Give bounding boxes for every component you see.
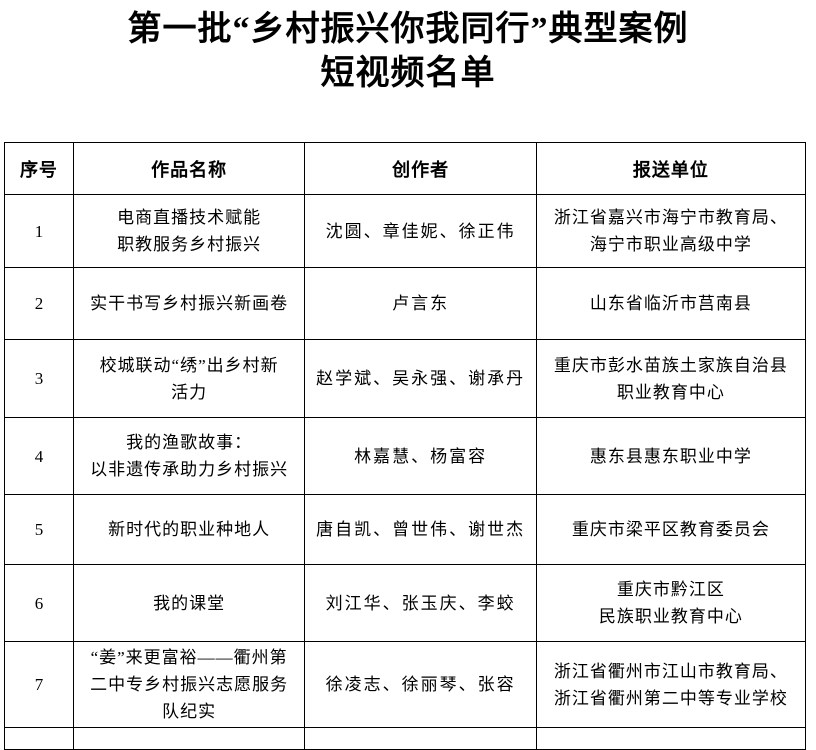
document-title-line-1: 第一批“乡村振兴你我同行”典型案例 xyxy=(127,11,689,48)
table-row: 5 新时代的职业种地人 唐自凯、曾世伟、谢世杰 重庆市梁平区教育委员会 xyxy=(4,494,807,565)
cell-work-title: 新时代的职业种地人 xyxy=(72,494,306,565)
column-header-submitting-org: 报送单位 xyxy=(535,142,807,195)
cell-creators xyxy=(304,727,537,750)
cell-submitting-org: 惠东县惠东职业中学 xyxy=(535,417,807,495)
table-row-partial xyxy=(4,727,807,750)
document-title-line-2: 短视频名单 xyxy=(320,55,496,92)
document-title: 第一批“乡村振兴你我同行”典型案例 短视频名单 xyxy=(0,0,816,96)
cell-index: 2 xyxy=(4,267,74,340)
table-row: 6 我的课堂 刘江华、张玉庆、李蛟 重庆市黔江区 民族职业教育中心 xyxy=(4,564,807,642)
cell-index: 4 xyxy=(4,417,74,495)
cell-index: 3 xyxy=(4,339,74,418)
cell-creators: 唐自凯、曾世伟、谢世杰 xyxy=(304,494,537,565)
cell-creators: 赵学斌、吴永强、谢承丹 xyxy=(304,339,537,418)
table-row: 3 校城联动“绣”出乡村新 活力 赵学斌、吴永强、谢承丹 重庆市彭水苗族土家族自… xyxy=(4,339,807,418)
cell-index: 5 xyxy=(4,494,74,565)
cell-index xyxy=(4,727,74,750)
cell-creators: 徐凌志、徐丽琴、张容 xyxy=(304,641,537,728)
cell-submitting-org: 重庆市黔江区 民族职业教育中心 xyxy=(535,564,807,642)
table-row: 1 电商直播技术赋能 职教服务乡村振兴 沈圆、章佳妮、徐正伟 浙江省嘉兴市海宁市… xyxy=(4,194,807,268)
column-header-creators: 创作者 xyxy=(304,142,537,195)
cell-work-title: “姜”来更富裕——衢州第 二中专乡村振兴志愿服务 队纪实 xyxy=(72,641,306,728)
cell-work-title: 实干书写乡村振兴新画卷 xyxy=(72,267,306,340)
cell-creators: 卢言东 xyxy=(304,267,537,340)
cell-work-title: 校城联动“绣”出乡村新 活力 xyxy=(72,339,306,418)
cell-work-title: 我的渔歌故事： 以非遗传承助力乡村振兴 xyxy=(72,417,306,495)
cell-submitting-org: 山东省临沂市莒南县 xyxy=(535,267,807,340)
table-row: 7 “姜”来更富裕——衢州第 二中专乡村振兴志愿服务 队纪实 徐凌志、徐丽琴、张… xyxy=(4,641,807,728)
cell-index: 6 xyxy=(4,564,74,642)
table-header-row: 序号 作品名称 创作者 报送单位 xyxy=(4,142,807,195)
cell-creators: 林嘉慧、杨富容 xyxy=(304,417,537,495)
video-list-table: 序号 作品名称 创作者 报送单位 1 电商直播技术赋能 职教服务乡村振兴 沈圆、… xyxy=(4,142,807,750)
column-header-index: 序号 xyxy=(4,142,74,195)
cell-creators: 刘江华、张玉庆、李蛟 xyxy=(304,564,537,642)
cell-work-title: 我的课堂 xyxy=(72,564,306,642)
cell-submitting-org: 浙江省嘉兴市海宁市教育局、 海宁市职业高级中学 xyxy=(535,194,807,268)
table-row: 2 实干书写乡村振兴新画卷 卢言东 山东省临沂市莒南县 xyxy=(4,267,807,340)
cell-creators: 沈圆、章佳妮、徐正伟 xyxy=(304,194,537,268)
table-row: 4 我的渔歌故事： 以非遗传承助力乡村振兴 林嘉慧、杨富容 惠东县惠东职业中学 xyxy=(4,417,807,495)
cell-submitting-org: 浙江省衢州市江山市教育局、 浙江省衢州第二中等专业学校 xyxy=(535,641,807,728)
cell-submitting-org: 重庆市梁平区教育委员会 xyxy=(535,494,807,565)
cell-index: 7 xyxy=(4,641,74,728)
cell-submitting-org: 重庆市彭水苗族土家族自治县 职业教育中心 xyxy=(535,339,807,418)
column-header-work-title: 作品名称 xyxy=(72,142,306,195)
cell-work-title xyxy=(72,727,306,750)
cell-submitting-org xyxy=(535,727,807,750)
cell-index: 1 xyxy=(4,194,74,268)
cell-work-title: 电商直播技术赋能 职教服务乡村振兴 xyxy=(72,194,306,268)
